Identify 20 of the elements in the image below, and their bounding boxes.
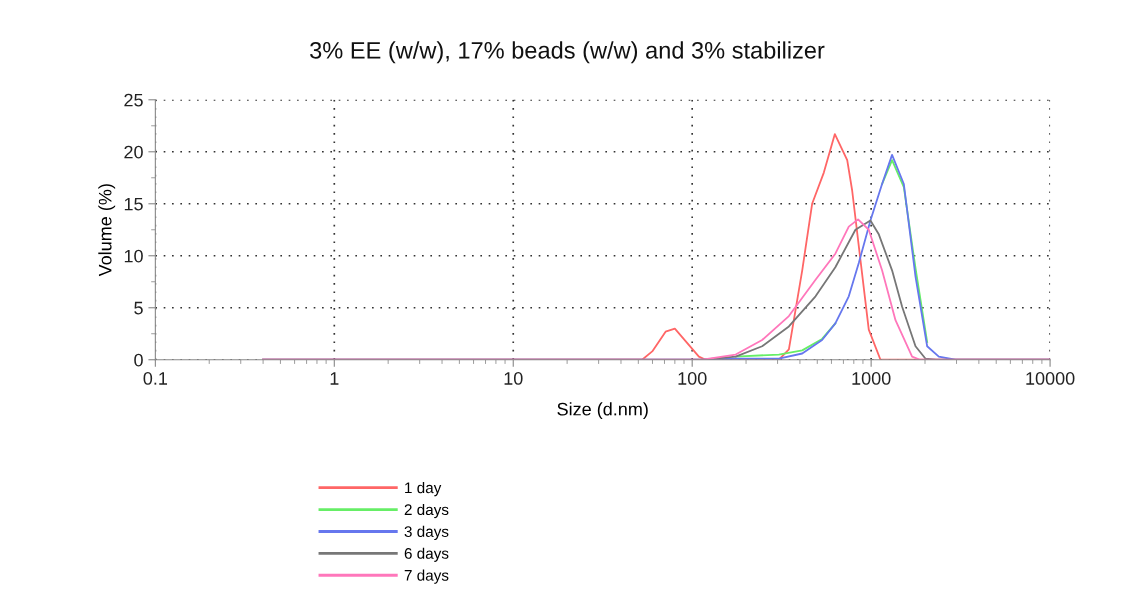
legend-label: 6 days <box>404 547 449 562</box>
y-tick-label: 5 <box>134 301 143 315</box>
legend-label: 1 day <box>405 482 442 497</box>
x-tick-label: 10 <box>504 372 523 385</box>
x-tick-label: 0.1 <box>143 372 168 385</box>
x-tick-label: 1000 <box>852 372 891 385</box>
legend-label: 7 days <box>404 569 449 584</box>
y-tick-label: 20 <box>124 145 143 159</box>
y-axis-title: Volume (%) <box>98 184 116 277</box>
legend-label: 3 days <box>404 525 449 541</box>
y-tick-label: 10 <box>124 249 143 263</box>
x-tick-label: 100 <box>678 372 707 385</box>
y-tick-label: 0 <box>134 353 143 367</box>
chart-title: 3% EE (w/w), 17% beads (w/w) and 3% stabilizer <box>310 41 825 64</box>
x-axis-title: Size (d.nm) <box>557 402 648 420</box>
legend-label: 2 days <box>404 503 449 519</box>
y-tick-label: 15 <box>124 197 143 211</box>
y-tick-label: 25 <box>124 93 143 107</box>
x-tick-label: 10000 <box>1026 372 1075 385</box>
x-tick-label: 1 <box>330 372 339 385</box>
